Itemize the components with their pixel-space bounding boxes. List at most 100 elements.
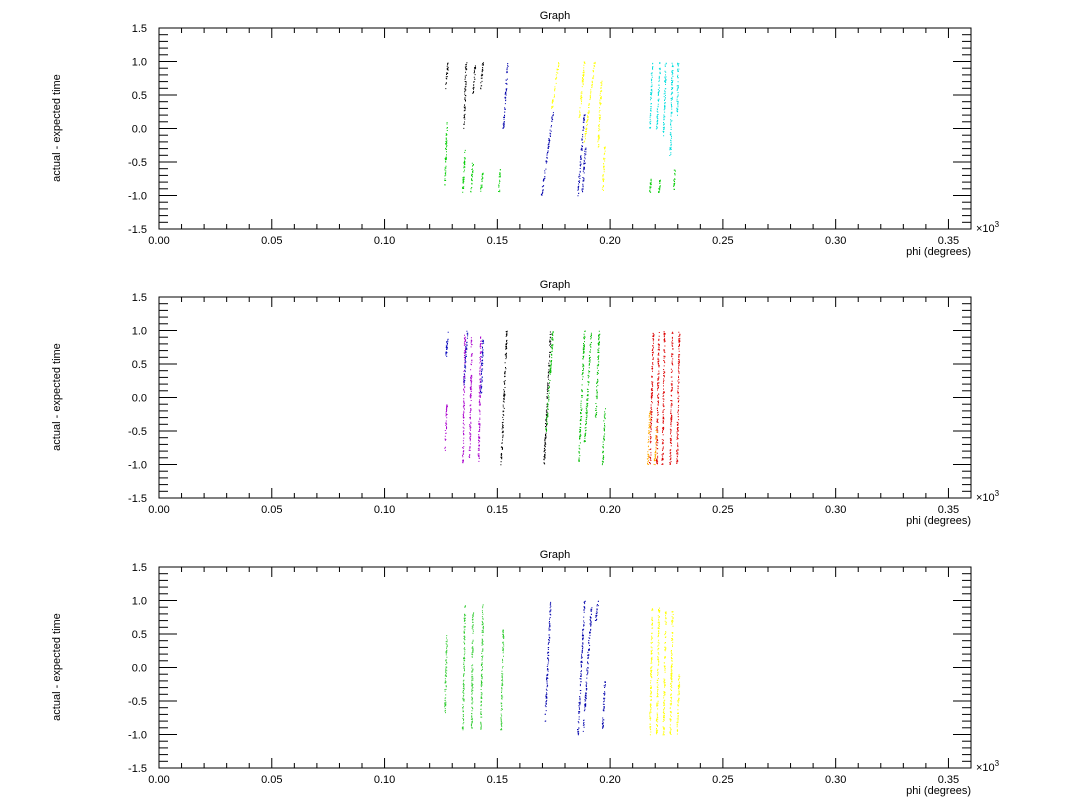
x-multiplier-exp-1: 3 (995, 220, 1000, 229)
x-tick-label: 0.10 (374, 774, 395, 786)
data-marks-3 (444, 600, 681, 736)
x-multiplier-exp-3: 3 (995, 759, 1000, 768)
data-streak (601, 408, 606, 466)
chart-title-3: Graph (540, 549, 571, 561)
x-multiplier-3: ×103 (976, 759, 1000, 774)
x-axis-label-1: phi (degrees) (906, 246, 971, 258)
data-streak (669, 331, 674, 465)
y-tick-label: -1.5 (128, 493, 147, 505)
y-tick-label: -1.5 (128, 224, 147, 236)
y-tick-label: 1.0 (132, 326, 147, 338)
data-streak (472, 65, 477, 94)
y-tick-label: 1.0 (132, 57, 147, 69)
x-tick-label: 0.15 (487, 504, 508, 516)
x-tick-label: 0.00 (148, 504, 169, 516)
x-tick-label: 0.20 (599, 235, 620, 247)
ticks-3 (158, 566, 972, 769)
data-streak (445, 62, 449, 90)
data-streak (462, 334, 467, 464)
x-tick-label: 0.35 (938, 774, 959, 786)
y-tick-label: 0.0 (132, 663, 147, 675)
chart-title-1: Graph (540, 10, 571, 22)
x-tick-labels-1: 0.00 0.05 0.10 0.15 0.20 0.25 0.30 0.35 (148, 235, 959, 247)
data-streak (649, 62, 654, 129)
y-tick-label: 1.5 (132, 292, 147, 304)
data-streak (581, 147, 587, 193)
x-multiplier-base-2: ×10 (976, 492, 995, 504)
data-marks-2 (444, 330, 681, 466)
data-streak (669, 62, 674, 157)
y-tick-label: -0.5 (128, 426, 147, 438)
data-streak (544, 601, 552, 722)
x-tick-label: 0.05 (261, 774, 282, 786)
data-streak (462, 149, 466, 193)
x-tick-label: 0.00 (148, 235, 169, 247)
data-streak (658, 179, 661, 193)
x-tick-label: 0.25 (712, 504, 733, 516)
x-tick-label: 0.20 (599, 504, 620, 516)
data-streak (500, 330, 508, 466)
data-streak (461, 605, 467, 731)
data-streak (502, 63, 509, 129)
x-tick-label: 0.35 (938, 235, 959, 247)
panel-2: Graph phi (degrees) actual - expected ti… (51, 279, 1000, 527)
data-streak (676, 62, 680, 116)
data-streak (676, 331, 681, 464)
data-streak (597, 80, 603, 148)
data-streak (551, 62, 560, 109)
data-streak (578, 61, 586, 118)
data-streak (583, 61, 596, 143)
y-tick-label: 0.5 (132, 359, 147, 371)
x-tick-label: 0.15 (487, 774, 508, 786)
y-tick-labels-2: -1.5 -1.0 -0.5 0.0 0.5 1.0 1.5 (128, 292, 147, 505)
y-axis-label-2: actual - expected time (51, 343, 63, 451)
data-streak (577, 600, 586, 736)
y-tick-label: 1.5 (132, 23, 147, 35)
x-axis-label-2: phi (degrees) (906, 515, 971, 527)
data-streak (578, 330, 586, 462)
data-streak (444, 404, 448, 451)
y-tick-label: 1.0 (132, 596, 147, 608)
data-streak (594, 330, 601, 418)
ticks-1 (158, 27, 972, 230)
x-tick-label: 0.25 (712, 774, 733, 786)
data-streak (480, 339, 485, 394)
y-tick-label: 0.0 (132, 393, 147, 405)
data-streak (463, 330, 469, 385)
plot-area-3 (158, 566, 972, 769)
y-tick-label: -1.0 (128, 191, 147, 203)
data-streak (468, 337, 473, 458)
data-streak (601, 146, 606, 191)
data-streak (662, 611, 667, 736)
x-tick-label: 0.20 (599, 774, 620, 786)
data-streak (594, 600, 599, 621)
x-tick-labels-2: 0.00 0.05 0.10 0.15 0.20 0.25 0.30 0.35 (148, 504, 959, 516)
x-tick-label: 0.10 (374, 504, 395, 516)
y-tick-label: -1.0 (128, 730, 147, 742)
data-streak (500, 629, 505, 731)
data-streak (653, 426, 658, 466)
y-tick-label: 0.5 (132, 629, 147, 641)
data-streak (470, 612, 475, 729)
x-tick-label: 0.35 (938, 504, 959, 516)
y-tick-labels-3: -1.5 -1.0 -0.5 0.0 0.5 1.0 1.5 (128, 562, 147, 775)
data-streak (669, 611, 674, 735)
data-streak (480, 172, 484, 192)
data-streak (577, 114, 586, 197)
x-tick-label: 0.30 (825, 774, 846, 786)
x-multiplier-2: ×103 (976, 489, 1000, 504)
data-streak (676, 674, 681, 735)
data-streak (444, 122, 448, 186)
x-axis-label-3: phi (degrees) (906, 785, 971, 797)
panel-3: Graph phi (degrees) actual - expected ti… (51, 549, 1000, 797)
chart-title-2: Graph (540, 279, 571, 291)
data-streak (540, 112, 554, 196)
y-tick-label: 0.0 (132, 124, 147, 136)
x-tick-labels-3: 0.00 0.05 0.10 0.15 0.20 0.25 0.30 0.35 (148, 774, 959, 786)
y-tick-label: -0.5 (128, 157, 147, 169)
data-streak (545, 331, 554, 432)
data-marks-1 (444, 61, 680, 197)
data-streak (655, 607, 661, 735)
data-streak (445, 331, 449, 357)
y-tick-label: -1.0 (128, 460, 147, 472)
